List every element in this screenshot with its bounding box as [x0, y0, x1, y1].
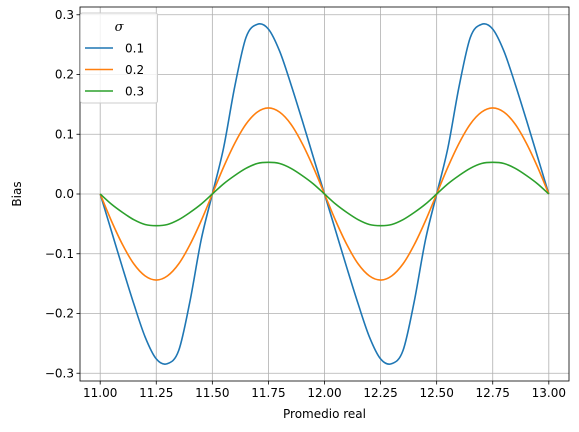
y-tick-label: 0.2 — [55, 68, 74, 82]
y-tick-label: 0.1 — [55, 127, 74, 141]
y-tick-label: 0.0 — [55, 187, 74, 201]
y-tick-label: −0.3 — [45, 366, 74, 380]
y-tick-label: −0.2 — [45, 307, 74, 321]
series-line-0-3 — [99, 161, 550, 227]
legend-box — [80, 12, 158, 104]
y-tick-label: −0.1 — [45, 247, 74, 261]
legend-items: 0.1 0.2 0.3 — [85, 41, 144, 98]
x-tick-label: 12.75 — [476, 386, 510, 400]
x-tick-label: 12.25 — [363, 386, 397, 400]
x-tick-label: 13.00 — [532, 386, 566, 400]
x-tick-label: 11.50 — [195, 386, 229, 400]
legend: σ 0.1 0.2 0.3 — [80, 12, 158, 104]
legend-label: 0.2 — [125, 63, 144, 77]
x-axis-label: Promedio real — [283, 407, 366, 421]
x-tick-label: 12.00 — [307, 386, 341, 400]
legend-label: 0.3 — [125, 84, 144, 98]
y-tick-label: 0.3 — [55, 8, 74, 22]
x-tick-label: 11.25 — [139, 386, 173, 400]
y-axis-label: Bias — [10, 181, 24, 206]
legend-label: 0.1 — [125, 41, 144, 55]
y-axis: −0.3 −0.2 −0.1 0.0 0.1 0.2 0.3 — [45, 8, 80, 380]
x-axis: 11.00 11.25 11.50 11.75 12.00 12.25 12.50 12.75… — [83, 381, 566, 400]
legend-title: σ — [115, 20, 125, 35]
x-tick-label: 12.50 — [419, 386, 453, 400]
series-layer — [99, 23, 550, 365]
x-tick-label: 11.75 — [251, 386, 285, 400]
x-tick-label: 11.00 — [83, 386, 117, 400]
